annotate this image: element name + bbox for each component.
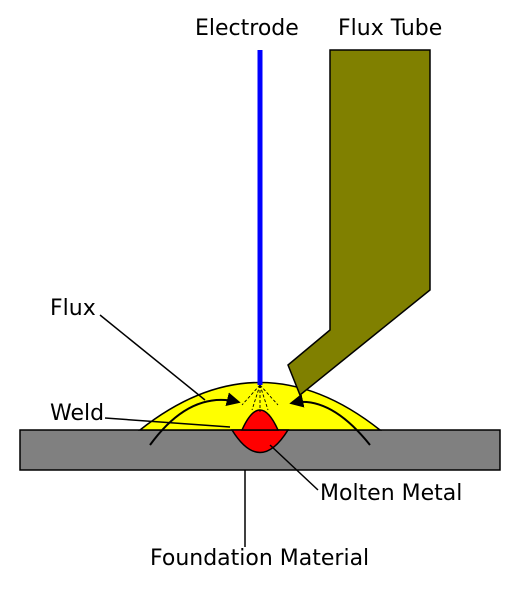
- label-flux: Flux: [50, 296, 96, 321]
- flux-tube: [288, 50, 430, 395]
- flux-leader: [100, 315, 205, 400]
- label-flux-tube: Flux Tube: [338, 16, 442, 41]
- label-weld: Weld: [50, 401, 104, 426]
- label-electrode: Electrode: [195, 16, 299, 41]
- label-molten: Molten Metal: [320, 481, 462, 506]
- label-foundation: Foundation Material: [150, 546, 369, 571]
